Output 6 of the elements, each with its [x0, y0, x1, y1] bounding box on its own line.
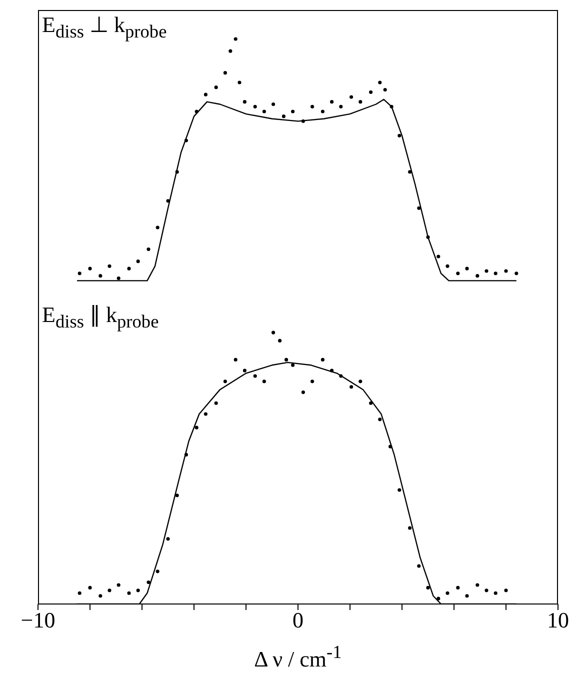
x-tick-label: −10	[20, 608, 56, 633]
x-tick-label: 10	[547, 608, 569, 633]
x-axis-title: Δ ν / cm$^{-1}$	[253, 642, 343, 672]
chart-title: E$_{diss}$ ∥ k$_{probe}$	[42, 302, 159, 332]
chart-title: E$_{diss}$ ⊥ k$_{probe}$	[42, 12, 167, 42]
x-tick-label: 0	[292, 608, 304, 633]
